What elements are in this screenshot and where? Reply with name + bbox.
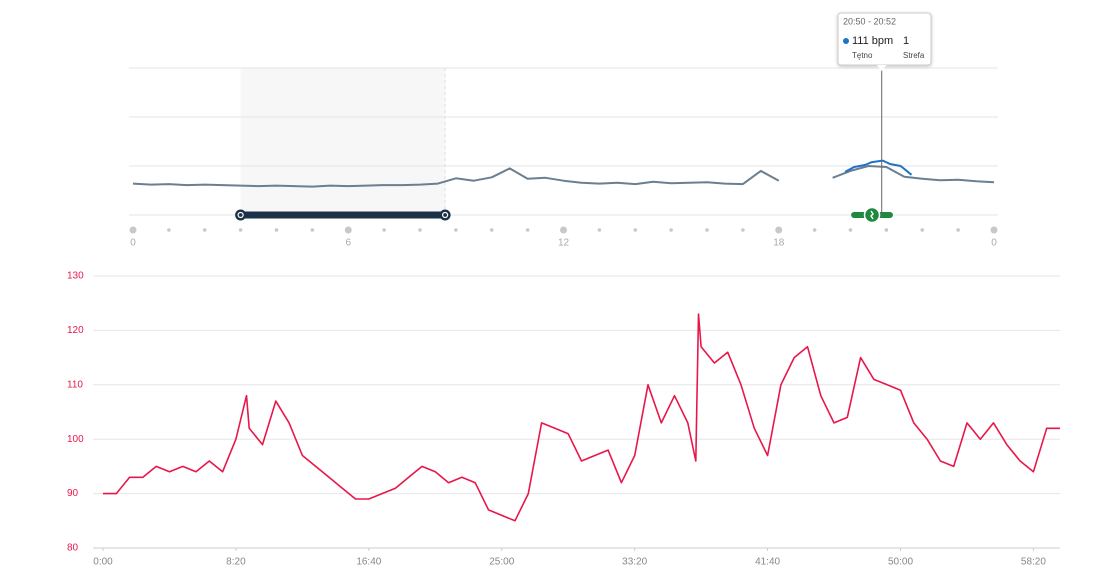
x-tick [775, 226, 783, 234]
hour-dot [202, 228, 207, 232]
y-tick-label: 100 [67, 434, 84, 445]
x-tick-label: 41:40 [755, 557, 780, 568]
x-tick-label: 33:20 [622, 557, 647, 568]
sleep-shade [240, 68, 446, 215]
x-tick [990, 226, 998, 234]
x-tick-label: 8:20 [226, 557, 246, 568]
sleep-icon [439, 209, 451, 221]
hour-dot [418, 228, 422, 232]
x-tick [129, 226, 137, 234]
x-tick-label: 0 [130, 238, 136, 249]
hour-dot [705, 228, 709, 232]
x-tick-label: 58:20 [1021, 557, 1046, 568]
y-tick-label: 80 [67, 543, 79, 554]
hour-dot [274, 228, 279, 232]
hour-dot [525, 228, 530, 232]
hour-dot [382, 228, 386, 232]
hour-dot [489, 228, 494, 232]
hour-dot [956, 228, 960, 232]
x-tick-label: 16:40 [356, 557, 381, 568]
y-tick-label: 110 [67, 379, 83, 390]
tooltip-zone: 1 [903, 35, 909, 47]
tooltip-dot [843, 38, 849, 44]
y-tick-label: 90 [67, 488, 79, 499]
hour-dot [633, 228, 638, 232]
x-tick-label: 18 [773, 238, 785, 249]
hour-dot [454, 228, 458, 232]
hour-dot [884, 228, 889, 232]
hour-dot [812, 228, 817, 232]
tooltip-zone-label: Strefa [903, 51, 925, 60]
sleep-icon-inner [442, 211, 449, 219]
x-tick-label: 6 [345, 238, 351, 249]
data-line [844, 159, 913, 176]
hour-dot [848, 228, 853, 232]
x-tick-label: 25:00 [489, 557, 514, 568]
tooltip-value-label: Tętno [852, 51, 873, 60]
tooltip-pointer [876, 65, 887, 71]
x-tick-label: 0 [991, 238, 997, 249]
hour-dot [741, 228, 745, 232]
hour-dot [669, 228, 673, 232]
y-tick-label: 130 [67, 271, 84, 282]
y-tick-label: 120 [67, 325, 84, 336]
hour-dot [167, 228, 171, 232]
sleep-icon-inner [237, 211, 244, 219]
x-tick-label: 12 [558, 238, 570, 249]
hour-dot [597, 228, 602, 232]
hour-dot [310, 228, 315, 232]
tooltip-time: 20:50 - 20:52 [843, 16, 896, 26]
hour-dot [238, 228, 243, 232]
data-line [132, 165, 995, 188]
sleep-icon [235, 209, 247, 221]
data-line [103, 313, 1060, 522]
activity-glyph [870, 210, 874, 220]
x-tick-label: 50:00 [888, 557, 913, 568]
x-tick-label: 0:00 [93, 557, 113, 568]
x-tick [560, 226, 567, 234]
tooltip-value: 111 bpm [852, 35, 893, 47]
x-tick [344, 226, 352, 234]
hour-dot [920, 228, 925, 232]
